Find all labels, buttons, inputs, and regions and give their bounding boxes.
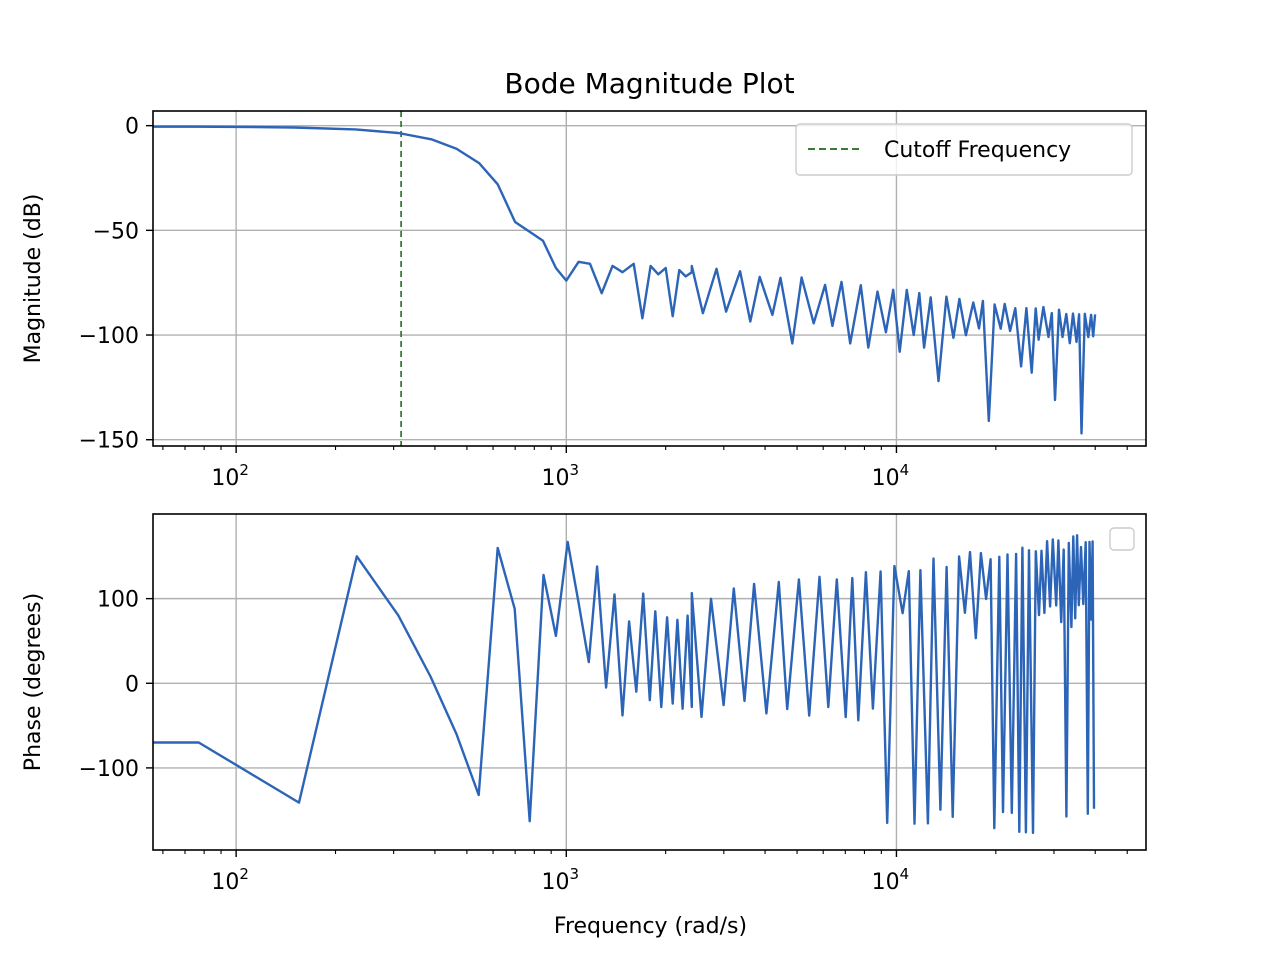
x-tick-label: 102 [211,865,249,895]
x-tick-label: 104 [872,461,910,491]
y-tick-label: −100 [79,757,139,782]
y-tick-label: −100 [79,324,139,349]
phase-y-axis-label: Phase (degrees) [21,593,46,771]
magnitude-ticks: 102 103 104 0 −50 −100 −150 [79,115,1128,491]
y-tick-label: 0 [125,115,139,140]
y-tick-label: −50 [93,219,139,244]
magnitude-line [153,125,1097,435]
phase-grid [153,514,1146,850]
phase-plot: 102 103 104 100 0 −100 Phase (degrees) Freque… [21,513,1147,939]
magnitude-axes-frame [152,110,1147,447]
y-tick-label: 0 [125,672,139,697]
magnitude-legend: Cutoff Frequency [795,123,1133,176]
x-tick-label: 102 [211,461,249,491]
phase-x-axis-label: Frequency (rad/s) [554,914,747,939]
legend-entry-cutoff-frequency: Cutoff Frequency [884,138,1071,163]
phase-series [153,534,1096,835]
phase-empty-legend-box [1109,527,1135,551]
magnitude-title: Bode Magnitude Plot [504,67,794,100]
magnitude-legend-box [795,123,1133,176]
x-tick-label: 103 [542,865,580,895]
x-tick-label: 103 [542,461,580,491]
phase-ticks: 102 103 104 100 0 −100 [79,588,1128,895]
y-tick-label: −150 [79,429,139,454]
magnitude-y-axis-label: Magnitude (dB) [21,194,46,364]
magnitude-series [153,125,1097,435]
magnitude-plot: 102 103 104 0 −50 −100 −150 Bode Magnitude Plo… [21,67,1147,491]
phase-line [153,534,1096,835]
phase-axes-frame [152,513,1147,851]
y-tick-label: 100 [97,588,139,613]
x-tick-label: 104 [872,865,910,895]
